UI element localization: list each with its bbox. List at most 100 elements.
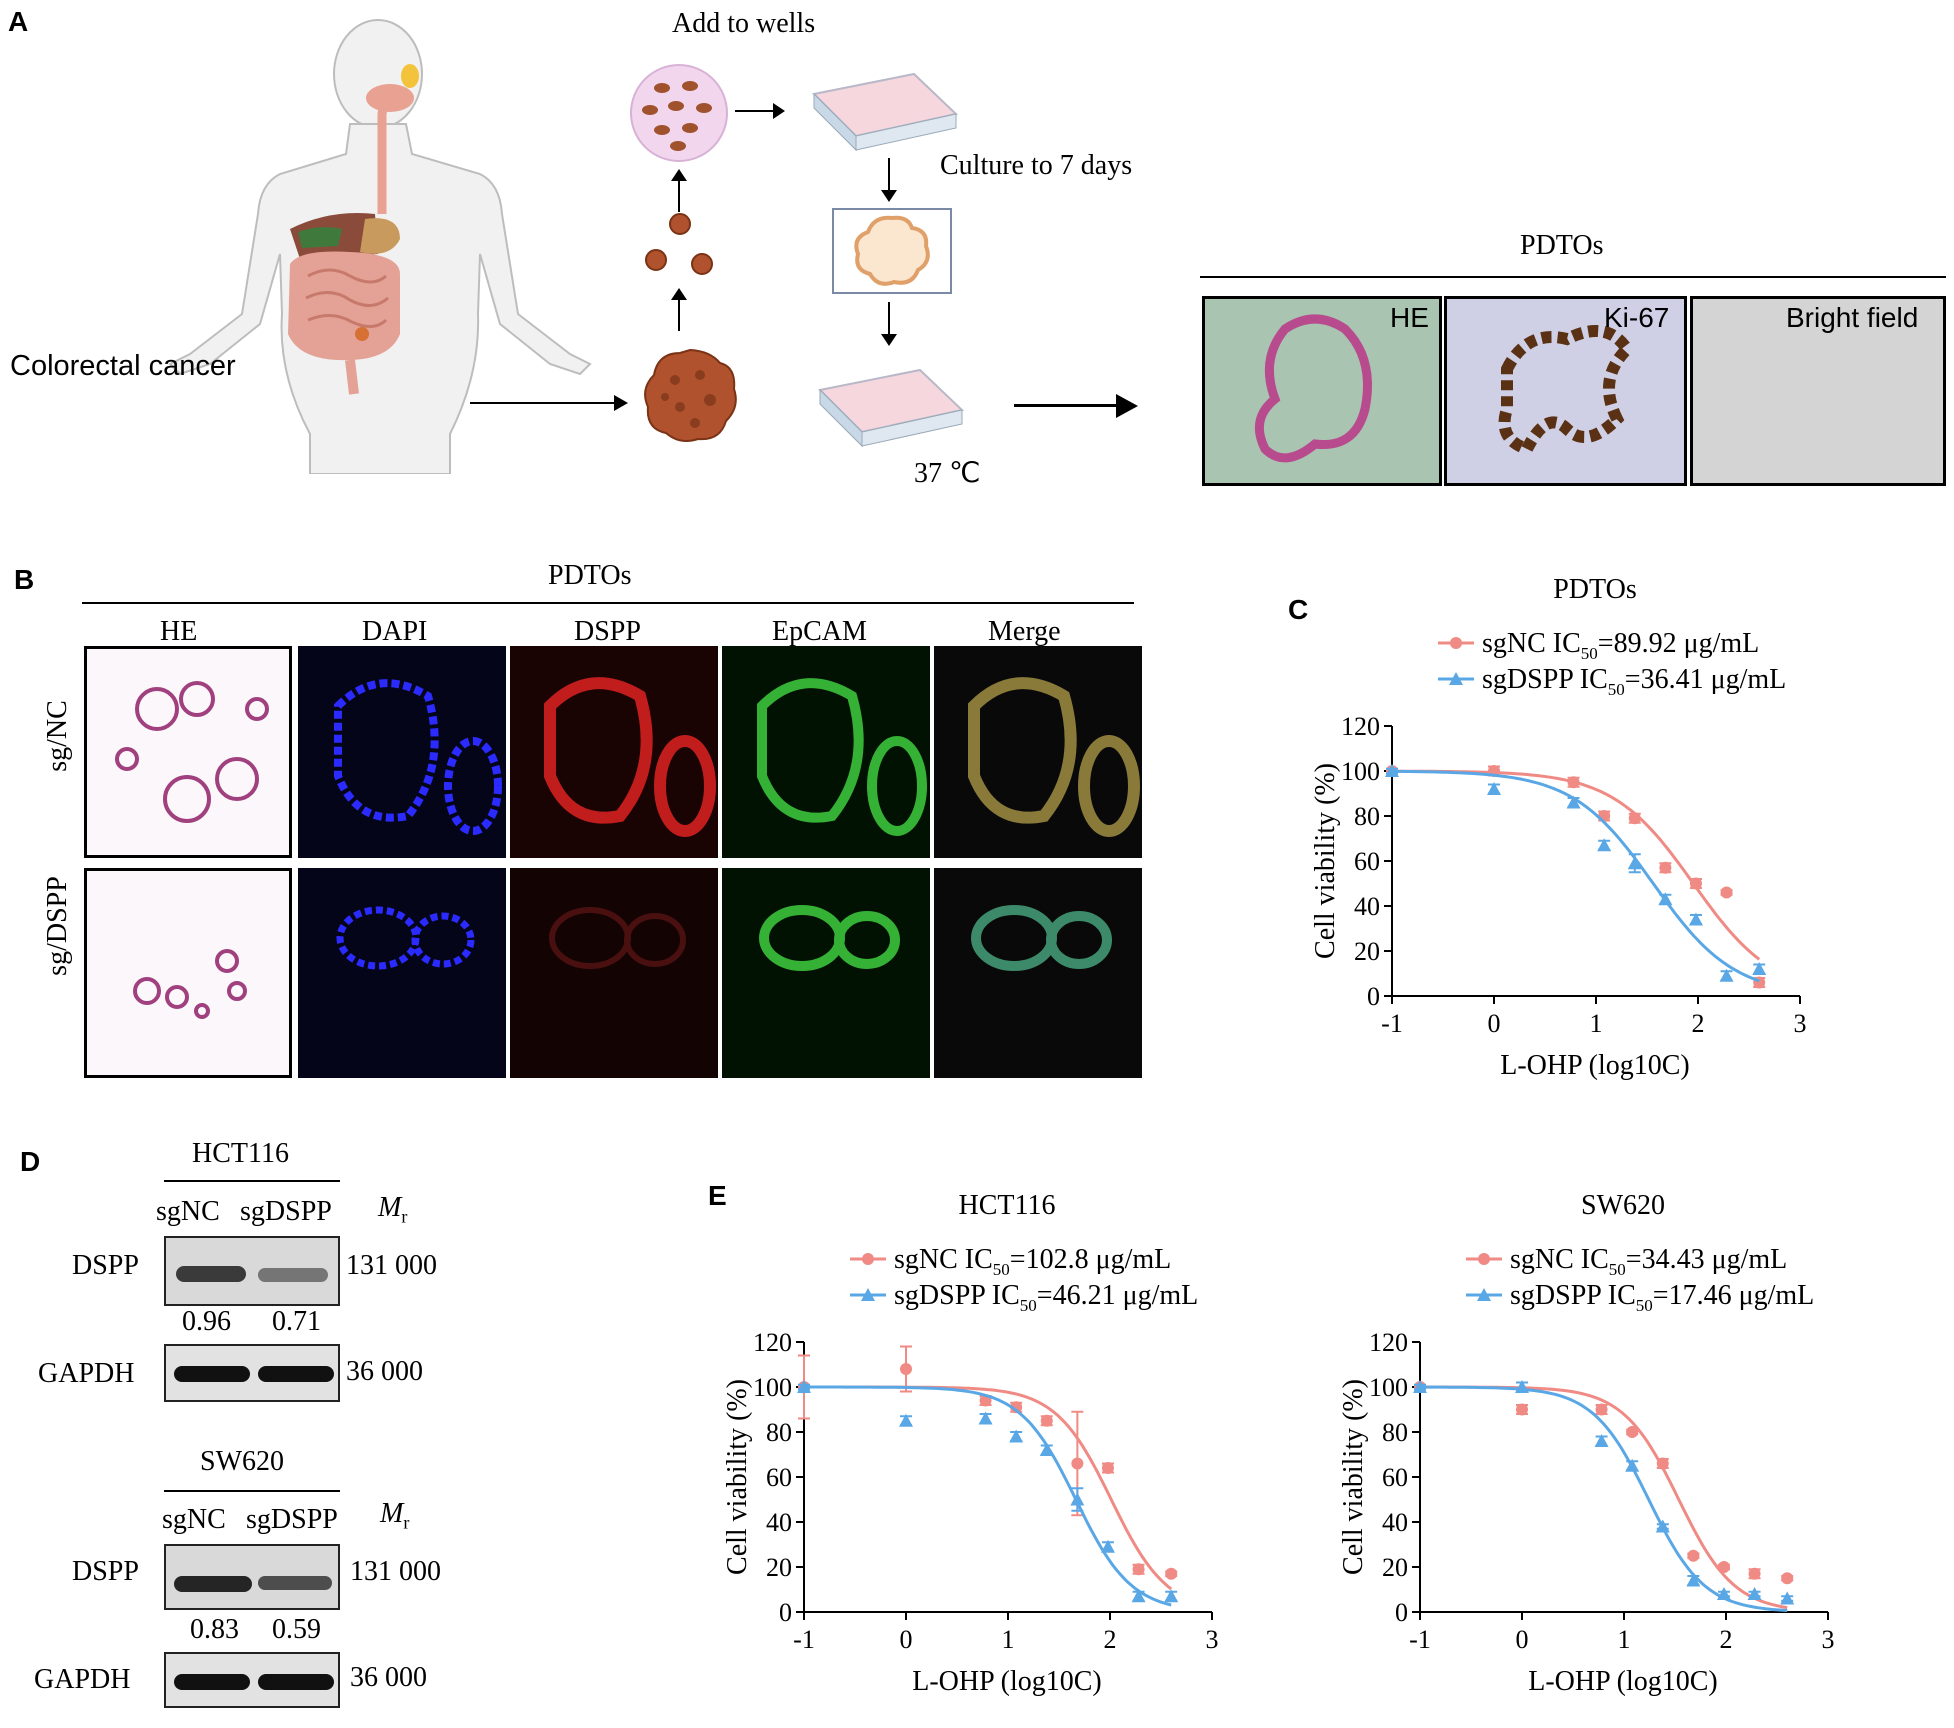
data-point-sgNC — [1687, 1549, 1700, 1562]
data-point-sgDSPP — [1413, 1380, 1427, 1393]
wb1-gapdh-blot — [164, 1344, 340, 1402]
well-plate-icon-2 — [817, 368, 965, 448]
wb1-cell-line: HCT116 — [192, 1138, 289, 1169]
wb2-gapdh-mw: 36 000 — [350, 1662, 427, 1693]
wb2-dspp-band-2 — [258, 1576, 332, 1590]
data-point-sgNC — [1781, 1572, 1794, 1585]
fit-curve-sgDSPP — [804, 1385, 1172, 1607]
wb2-dspp-mw: 131 000 — [350, 1556, 441, 1587]
wb2-dspp-label: DSPP — [72, 1556, 139, 1587]
legend-marker-sgDSPP — [1477, 1288, 1491, 1301]
legend-text-sgDSPP: sgDSPP IC50=36.41 μg/mL — [1482, 664, 1786, 699]
x-tick-label: -1 — [1409, 1625, 1431, 1654]
arrow-to-plate-head — [773, 103, 785, 119]
data-point-sgDSPP — [1594, 1434, 1609, 1447]
data-point-sgNC — [1720, 886, 1733, 899]
sgdspp-he-image — [84, 868, 292, 1078]
data-point-sgDSPP — [1716, 1587, 1731, 1600]
panel-label-d: D — [20, 1146, 41, 1177]
wb2-dspp-blot — [164, 1544, 340, 1610]
wb2-mr: M — [380, 1498, 404, 1529]
wb1-rule — [164, 1180, 340, 1182]
wb2-gapdh-blot — [164, 1652, 340, 1708]
data-point-sgDSPP — [1566, 795, 1581, 809]
cell-suspension-icon — [630, 64, 728, 162]
legend-text-sgNC: sgNC IC50=34.43 μg/mL — [1510, 1244, 1787, 1279]
chart-title: SW620 — [1581, 1190, 1665, 1221]
y-tick-label: 0 — [779, 1598, 792, 1627]
legend-marker-sgNC — [862, 1253, 874, 1265]
y-tick-label: 20 — [1354, 937, 1380, 966]
y-tick-label: 60 — [766, 1463, 792, 1492]
wb2-lane-sgnc: sgNC — [162, 1504, 226, 1535]
data-point-sgNC — [1010, 1401, 1023, 1414]
y-tick-label: 40 — [1382, 1508, 1408, 1537]
col-label-dspp: DSPP — [574, 616, 641, 647]
y-axis-label: Cell viability (%) — [722, 1379, 753, 1575]
y-tick-label: 100 — [1341, 757, 1380, 786]
legend-marker-sgDSPP — [861, 1288, 875, 1301]
ki67-stain-image — [1444, 296, 1687, 486]
wb2-mr-sub: r — [403, 1512, 410, 1533]
x-tick-label: -1 — [793, 1625, 815, 1654]
x-axis-label: L-OHP (log10C) — [1500, 1050, 1690, 1081]
arrow-up-2-head — [671, 169, 687, 181]
y-tick-label: 0 — [1395, 1598, 1408, 1627]
pdtos-rule-a — [1200, 276, 1946, 278]
data-point-sgDSPP — [1597, 838, 1612, 852]
culture-label: Culture to 7 days — [940, 150, 1133, 181]
legend-text-sgNC: sgNC IC50=89.92 μg/mL — [1482, 628, 1759, 663]
data-point-sgNC — [1628, 812, 1641, 825]
wb2-gapdh-band-2 — [258, 1674, 334, 1690]
wb1-mr: M — [378, 1192, 402, 1223]
data-point-sgNC — [1516, 1403, 1528, 1416]
wb2-ratio-1: 0.83 — [190, 1614, 239, 1645]
data-point-sgDSPP — [1686, 1573, 1701, 1587]
wb1-ratio-1: 0.96 — [182, 1306, 231, 1337]
y-tick-label: 120 — [1369, 1328, 1408, 1357]
wb1-dspp-band-1 — [176, 1266, 246, 1282]
arrow-down-1-head — [881, 190, 897, 202]
y-tick-label: 0 — [1367, 982, 1380, 1011]
row-label-sgnc: sg/NC — [41, 700, 73, 772]
wb1-mr-sub: r — [401, 1206, 408, 1227]
data-point-sgDSPP — [1688, 912, 1703, 926]
chart-title: PDTOs — [1553, 574, 1637, 605]
data-point-sgDSPP — [1487, 782, 1501, 795]
x-tick-label: 0 — [1488, 1009, 1501, 1038]
y-tick-label: 40 — [766, 1508, 792, 1537]
legend-text-sgDSPP: sgDSPP IC50=46.21 μg/mL — [894, 1280, 1198, 1315]
pdtos-title-a: PDTOs — [1520, 230, 1604, 261]
arrow-down-1 — [888, 158, 890, 194]
x-tick-label: 1 — [1002, 1625, 1015, 1654]
tumor-tissue-icon — [644, 348, 737, 442]
x-tick-label: 0 — [900, 1625, 913, 1654]
y-axis-label: Cell viability (%) — [1338, 1379, 1369, 1575]
data-point-sgNC — [1595, 1403, 1608, 1416]
arrow-up-1-head — [671, 288, 687, 300]
y-tick-label: 40 — [1354, 892, 1380, 921]
wb2-dspp-band-1 — [174, 1576, 252, 1592]
x-tick-label: 2 — [1720, 1625, 1733, 1654]
data-point-sgNC — [1567, 776, 1580, 789]
data-point-sgNC — [1748, 1567, 1761, 1580]
dissociated-cells-icon — [645, 213, 713, 275]
colorectal-cancer-label: Colorectal cancer — [10, 350, 236, 382]
data-point-sgDSPP — [1625, 1458, 1640, 1472]
row-label-sgdspp: sg/DSPP — [41, 876, 73, 976]
data-point-sgDSPP — [1515, 1380, 1529, 1393]
y-tick-label: 100 — [753, 1373, 792, 1402]
data-point-sgNC — [1132, 1563, 1145, 1576]
y-axis-label: Cell viability (%) — [1310, 763, 1341, 959]
x-tick-label: 2 — [1104, 1625, 1117, 1654]
sgnc-merge-image — [934, 646, 1142, 858]
col-label-merge: Merge — [988, 616, 1061, 647]
chart-title: HCT116 — [959, 1190, 1056, 1221]
data-point-sgNC — [1165, 1567, 1178, 1580]
well-plate-icon-1 — [811, 72, 959, 152]
data-point-sgDSPP — [978, 1411, 993, 1425]
x-tick-label: 0 — [1516, 1625, 1529, 1654]
wb2-gapdh-label: GAPDH — [34, 1664, 131, 1695]
x-tick-label: 2 — [1692, 1009, 1705, 1038]
